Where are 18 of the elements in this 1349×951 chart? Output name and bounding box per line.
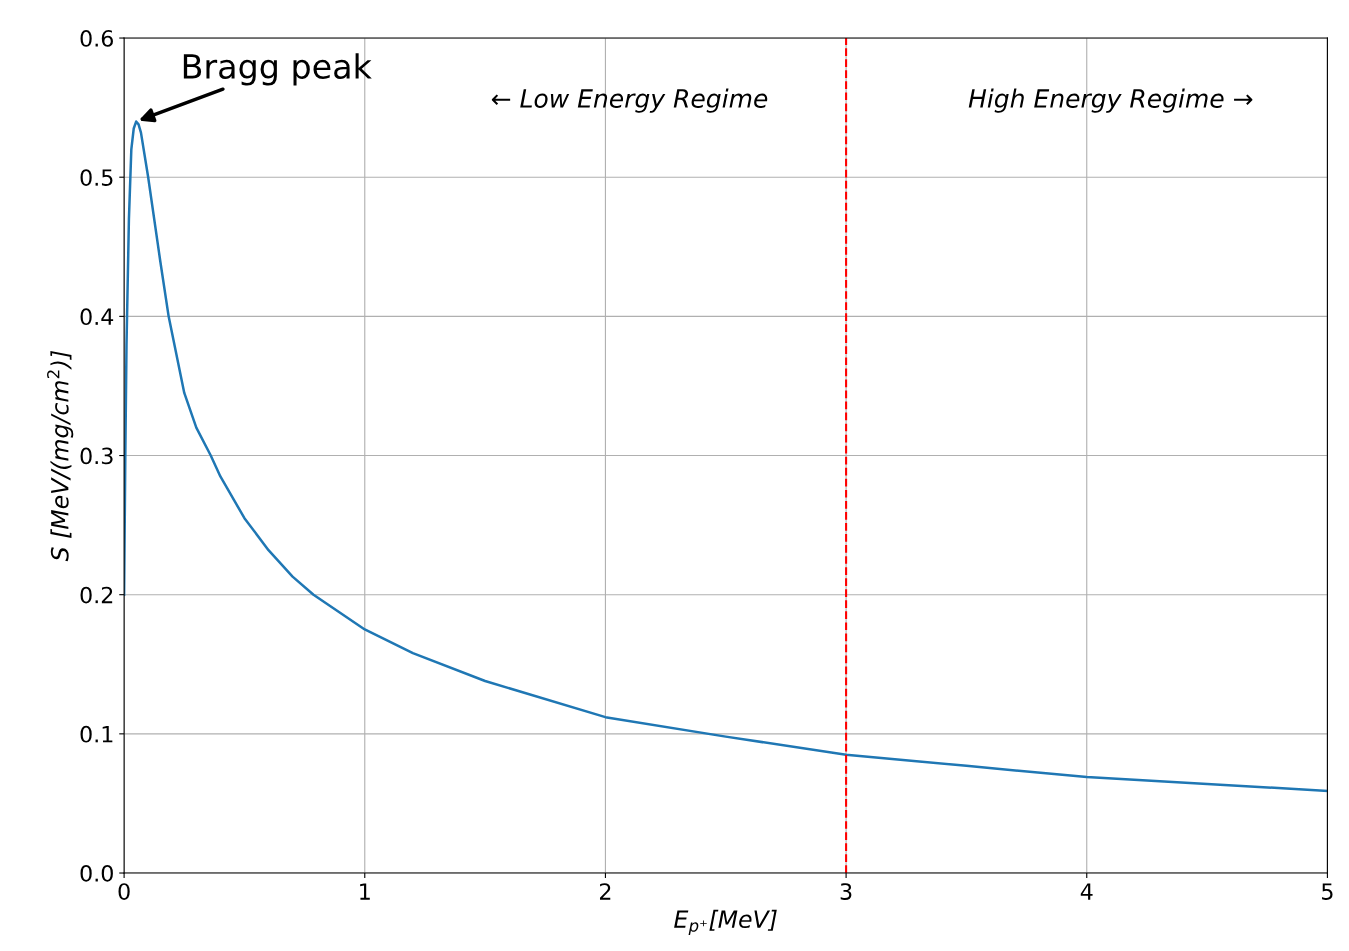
y-tick-label: 0.6 bbox=[80, 29, 113, 47]
annotation: High Energy Regime → bbox=[968, 88, 1253, 113]
y-tick-label: 0.3 bbox=[80, 447, 113, 465]
y-axis-title: S [MeV/(mg/cm$^{2}$)] bbox=[47, 350, 74, 562]
x-tick-label: 3 bbox=[840, 883, 852, 900]
y-tick-label: 0.2 bbox=[80, 586, 113, 604]
annotation: ← Low Energy Regime bbox=[491, 88, 768, 113]
x-axis-title: E$_{p⁺}$[MeV] bbox=[674, 909, 777, 936]
y-tick-label: 0.0 bbox=[80, 864, 113, 882]
x-tick-label: 2 bbox=[599, 883, 611, 900]
x-tick-label: 1 bbox=[360, 883, 370, 900]
y-tick-label: 0.1 bbox=[80, 725, 113, 743]
x-tick-label: 4 bbox=[1080, 883, 1093, 900]
x-tick-label: 0 bbox=[118, 883, 130, 900]
y-tick-label: 0.5 bbox=[80, 169, 113, 186]
y-tick-label: 0.4 bbox=[80, 308, 114, 326]
annotation: Bragg peak bbox=[183, 53, 372, 86]
x-tick-label: 5 bbox=[1322, 883, 1333, 900]
